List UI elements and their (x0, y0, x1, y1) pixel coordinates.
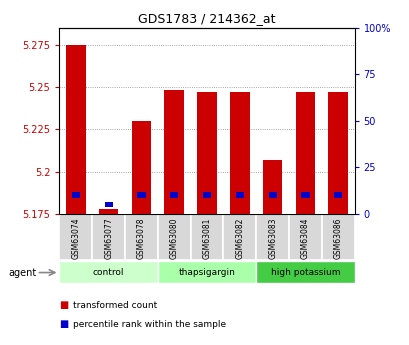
Text: percentile rank within the sample: percentile rank within the sample (72, 320, 225, 329)
Bar (92, 214, 125, 260)
Text: high potassium: high potassium (270, 268, 339, 277)
Bar (223, 214, 256, 260)
Text: ■: ■ (59, 319, 69, 329)
Title: GDS1783 / 214362_at: GDS1783 / 214362_at (138, 12, 275, 25)
Bar (268, 193, 276, 198)
Bar (288, 214, 321, 260)
Bar (333, 193, 342, 198)
Bar (59, 261, 157, 284)
Bar (125, 214, 157, 260)
Bar (170, 193, 178, 198)
Bar (72, 193, 80, 198)
Text: control: control (93, 268, 124, 277)
Text: GSM63077: GSM63077 (104, 218, 113, 259)
Bar (256, 214, 288, 260)
Text: thapsigargin: thapsigargin (178, 268, 235, 277)
Bar (328, 92, 347, 214)
Text: GSM63083: GSM63083 (267, 218, 276, 259)
Text: ■: ■ (59, 300, 69, 310)
Text: agent: agent (8, 268, 36, 277)
Text: GSM63081: GSM63081 (202, 218, 211, 259)
Bar (295, 92, 315, 214)
Bar (235, 193, 243, 198)
Bar (197, 92, 216, 214)
Text: GSM63082: GSM63082 (235, 218, 244, 259)
Bar (190, 214, 223, 260)
Bar (262, 160, 282, 214)
Bar (229, 92, 249, 214)
Bar (157, 261, 256, 284)
Bar (137, 193, 145, 198)
Bar (99, 209, 118, 214)
Bar (301, 193, 309, 198)
Text: GSM63080: GSM63080 (169, 218, 178, 259)
Text: GSM63086: GSM63086 (333, 218, 342, 259)
Bar (256, 261, 354, 284)
Bar (59, 214, 92, 260)
Bar (321, 214, 354, 260)
Bar (164, 90, 184, 214)
Bar (131, 121, 151, 214)
Bar (104, 202, 112, 207)
Bar (66, 46, 85, 214)
Text: GSM63084: GSM63084 (300, 218, 309, 259)
Text: GSM63074: GSM63074 (71, 218, 80, 259)
Text: GSM63078: GSM63078 (137, 218, 146, 259)
Text: transformed count: transformed count (72, 301, 156, 310)
Bar (202, 193, 211, 198)
Bar (157, 214, 190, 260)
